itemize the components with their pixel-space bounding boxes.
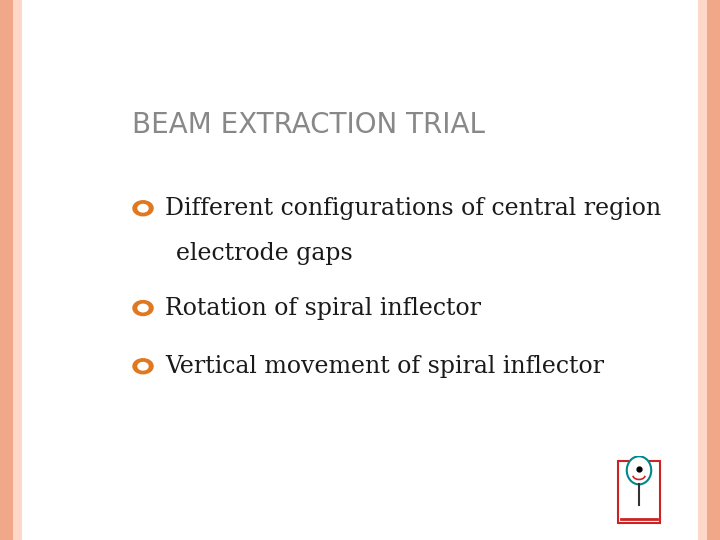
Text: Vertical movement of spiral inflector: Vertical movement of spiral inflector xyxy=(166,355,604,378)
Circle shape xyxy=(138,205,148,212)
Circle shape xyxy=(133,301,153,315)
Text: Different configurations of central region: Different configurations of central regi… xyxy=(166,197,662,220)
Bar xyxy=(618,461,660,523)
Circle shape xyxy=(133,359,153,374)
Circle shape xyxy=(138,305,148,312)
Circle shape xyxy=(133,201,153,216)
Circle shape xyxy=(626,456,652,484)
Text: electrode gaps: electrode gaps xyxy=(176,242,354,266)
Circle shape xyxy=(138,362,148,370)
Text: BEAM EXTRACTION TRIAL: BEAM EXTRACTION TRIAL xyxy=(132,111,485,139)
Text: Rotation of spiral inflector: Rotation of spiral inflector xyxy=(166,296,482,320)
